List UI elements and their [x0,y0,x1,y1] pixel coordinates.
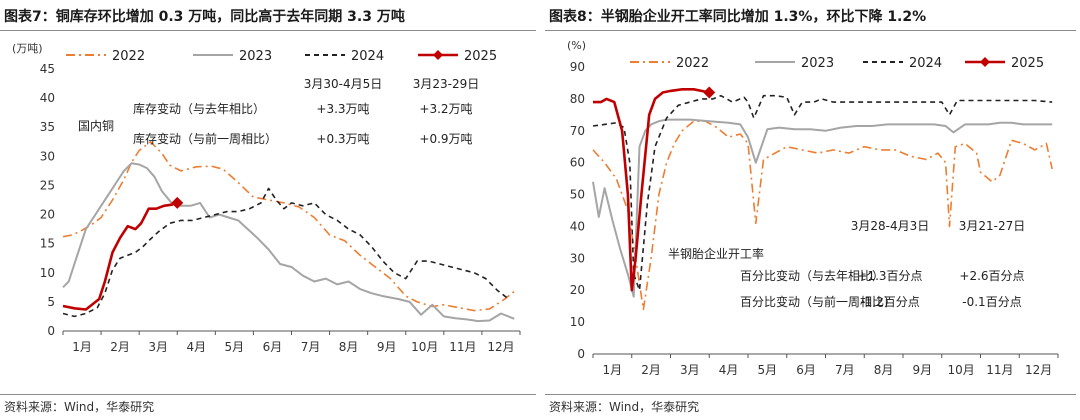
series-line-2025 [62,201,178,311]
y-tick-label: 20 [570,283,585,297]
table-cell: +3.2万吨 [419,102,472,116]
x-tick-label: 6月 [263,340,283,354]
y-tick-label: 45 [40,62,55,76]
x-tick-label: 5月 [225,340,245,354]
title-divider [0,30,536,31]
y-tick-label: 15 [40,237,55,251]
chart-panel-tire-utilization: 图表8：半钢胎企业开工率同比增加 1.3%，环比下降 1.2% (%) 0 10 20… [545,0,1080,420]
table-cell: -1.2百分点 [860,295,919,309]
series-line-2023 [592,118,1053,298]
chart-title: 图表8：半钢胎企业开工率同比增加 1.3%，环比下降 1.2% [549,9,927,25]
series-line-2024 [62,187,510,318]
x-tick-label: 12月 [1025,363,1052,377]
table-row-label: 库存变动（与去年相比） [133,101,265,116]
chart-title: 图表7：铜库存环比增加 0.3 万吨，同比高于去年同期 3.3 万吨 [4,9,405,25]
y-tick-label: 35 [40,120,55,134]
table-cell: +1.3百分点 [857,269,922,283]
x-tick-label: 4月 [186,340,206,354]
x-tick-label: 3月 [680,363,700,377]
y-axis-unit-label: (%) [567,39,586,52]
legend-label-2025: 2025 [1011,56,1044,71]
source-divider [0,394,536,395]
x-tick-label: 11月 [449,340,476,354]
x-tick-label: 2月 [110,340,130,354]
y-tick-label: 30 [570,251,585,265]
table-cell: -0.1百分点 [962,295,1021,309]
series-line-2022 [592,120,1053,311]
x-tick-label: 7月 [301,340,321,354]
title-divider [545,30,1076,31]
table-row-label: 百分比变动（与去年相比） [740,268,884,283]
x-tick-label: 1月 [72,340,92,354]
legend-label-2023: 2023 [801,56,834,71]
y-tick-label: 0 [47,324,55,338]
x-tick-label: 3月 [148,340,168,354]
x-tick-label: 9月 [913,363,933,377]
table-cell: +2.6百分点 [959,269,1024,283]
line-chart: (%) 0 10 20 30 40 50 60 70 80 90 1月 2月 3月 4月 5月 6月 7月 8月 9月… [567,39,1059,377]
source-divider [545,394,1076,395]
table-cell: +0.9万吨 [419,132,472,146]
table-header: 3月28-4月3日 [851,219,930,233]
y-tick-label: 30 [40,149,55,163]
y-axis-unit-label: (万吨) [12,42,43,55]
y-tick-label: 0 [577,347,585,361]
series-line-2025 [593,87,710,292]
x-tick-label: 8月 [874,363,894,377]
table-header: 3月23-29日 [413,77,480,91]
x-tick-label: 2月 [641,363,661,377]
y-tick-label: 10 [40,266,55,280]
y-tick-label: 80 [570,92,585,106]
chart-panel-copy-inventory: 图表7：铜库存环比增加 0.3 万吨，同比高于去年同期 3.3 万吨 (万吨) 0… [0,9,536,414]
x-tick-label: 6月 [796,363,816,377]
source-note: 资料来源：Wind，华泰研究 [4,400,155,414]
table-cell: +0.3万吨 [316,132,369,146]
y-tick-label: 50 [570,188,585,202]
legend-label-2023: 2023 [239,49,272,64]
x-tick-label: 7月 [835,363,855,377]
y-tick-label: 40 [570,219,585,233]
y-tick-label: 70 [570,124,585,138]
series-line-2023 [62,162,515,323]
table-row-label: 百分比变动（与前一周相比） [740,294,896,309]
legend-label-2024: 2024 [909,56,942,71]
y-tick-label: 10 [570,315,585,329]
y-tick-label: 20 [40,208,55,222]
table-row-label: 库存变动（与前一周相比） [133,131,277,146]
x-tick-label: 12月 [487,340,514,354]
x-tick-label: 1月 [603,363,623,377]
table-cell: +3.3万吨 [316,102,369,116]
legend-marker-2025 [980,57,990,67]
x-tick-label: 8月 [339,340,359,354]
x-tick-label: 4月 [719,363,739,377]
y-tick-label: 40 [40,91,55,105]
table-header: 3月30-4月5日 [304,77,383,91]
table-row-title: 国内铜 [78,118,114,133]
y-tick-label: 25 [40,178,55,192]
x-tick-label: 10月 [947,363,974,377]
table-row-title: 半钢胎企业开工率 [668,246,764,261]
legend-label-2024: 2024 [351,49,384,64]
legend-label-2022: 2022 [676,56,709,71]
y-tick-label: 60 [570,156,585,170]
legend-label-2022: 2022 [112,49,145,64]
y-tick-label: 90 [570,60,585,74]
series-line-2024 [592,94,1053,292]
series-end-marker-2025 [171,196,184,209]
legend-marker-2025 [433,50,443,60]
y-tick-label: 5 [47,295,55,309]
source-note: 资料来源：Wind，华泰研究 [549,400,700,414]
series-end-marker-2025 [703,86,716,99]
x-tick-label: 11月 [986,363,1013,377]
x-tick-label: 5月 [758,363,778,377]
legend-label-2025: 2025 [464,49,497,64]
table-header: 3月21-27日 [959,219,1026,233]
x-tick-label: 10月 [411,340,438,354]
x-tick-label: 9月 [377,340,397,354]
